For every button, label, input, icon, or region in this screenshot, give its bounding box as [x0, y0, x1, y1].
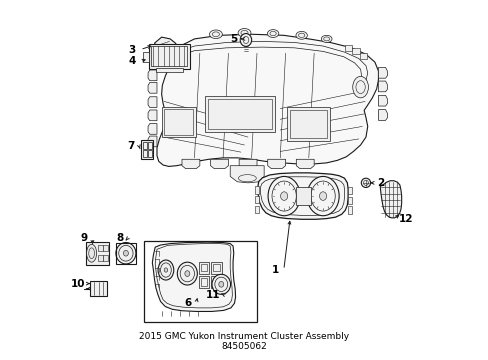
- Polygon shape: [239, 159, 257, 168]
- Text: 12: 12: [398, 213, 412, 224]
- Bar: [347, 187, 352, 194]
- Bar: [201, 264, 207, 271]
- Polygon shape: [378, 95, 386, 106]
- Text: 2015 GMC Yukon Instrument Cluster Assembly
84505062: 2015 GMC Yukon Instrument Cluster Assemb…: [139, 332, 349, 351]
- Text: 5: 5: [230, 34, 237, 44]
- Ellipse shape: [306, 176, 339, 216]
- Polygon shape: [148, 82, 157, 93]
- Bar: [287, 107, 329, 141]
- Bar: [162, 107, 195, 137]
- Text: 7: 7: [127, 141, 135, 151]
- Polygon shape: [267, 159, 285, 168]
- Ellipse shape: [240, 33, 251, 46]
- Bar: [98, 255, 103, 261]
- Bar: [344, 45, 351, 51]
- Ellipse shape: [86, 244, 97, 262]
- Bar: [116, 243, 135, 264]
- Bar: [102, 255, 108, 261]
- Polygon shape: [210, 159, 228, 168]
- Text: 6: 6: [184, 298, 192, 308]
- Bar: [142, 150, 147, 157]
- Ellipse shape: [319, 192, 326, 201]
- Bar: [148, 44, 189, 68]
- Ellipse shape: [321, 35, 331, 42]
- Polygon shape: [378, 67, 386, 78]
- Polygon shape: [378, 81, 386, 92]
- Bar: [211, 262, 222, 274]
- Bar: [211, 276, 222, 288]
- Ellipse shape: [212, 274, 230, 294]
- Bar: [290, 110, 326, 138]
- Bar: [151, 46, 187, 66]
- Polygon shape: [378, 110, 386, 120]
- Polygon shape: [148, 110, 157, 121]
- Ellipse shape: [177, 262, 197, 285]
- Polygon shape: [148, 97, 157, 108]
- Polygon shape: [230, 166, 264, 183]
- Bar: [347, 206, 352, 213]
- Bar: [156, 68, 183, 72]
- Bar: [359, 53, 366, 59]
- Bar: [142, 142, 147, 149]
- Bar: [254, 206, 258, 213]
- Ellipse shape: [352, 76, 367, 98]
- Bar: [213, 264, 220, 271]
- Bar: [198, 262, 209, 274]
- Bar: [205, 96, 274, 132]
- Polygon shape: [148, 123, 157, 134]
- Bar: [102, 246, 108, 251]
- Ellipse shape: [267, 176, 300, 216]
- Polygon shape: [148, 70, 157, 81]
- Polygon shape: [258, 173, 347, 219]
- Ellipse shape: [164, 268, 167, 272]
- Bar: [213, 278, 220, 286]
- Bar: [296, 187, 311, 205]
- Ellipse shape: [267, 30, 278, 37]
- Polygon shape: [380, 181, 401, 218]
- Text: 9: 9: [81, 233, 88, 243]
- Bar: [142, 52, 148, 62]
- Ellipse shape: [116, 243, 136, 264]
- Ellipse shape: [209, 30, 222, 39]
- Bar: [164, 109, 192, 135]
- Bar: [254, 186, 258, 194]
- Bar: [198, 276, 209, 288]
- Ellipse shape: [218, 282, 224, 287]
- Text: 3: 3: [128, 45, 136, 55]
- Ellipse shape: [158, 260, 173, 280]
- Text: 8: 8: [116, 233, 123, 243]
- Ellipse shape: [238, 28, 250, 37]
- Polygon shape: [154, 37, 176, 52]
- Polygon shape: [152, 242, 235, 311]
- Text: 2: 2: [376, 178, 383, 188]
- Bar: [207, 99, 271, 129]
- Ellipse shape: [295, 31, 307, 39]
- Bar: [90, 281, 107, 296]
- Bar: [201, 278, 207, 286]
- Bar: [352, 48, 359, 54]
- Bar: [85, 242, 108, 265]
- Polygon shape: [182, 159, 200, 168]
- Ellipse shape: [361, 178, 370, 188]
- Bar: [98, 246, 103, 251]
- Polygon shape: [157, 34, 378, 166]
- Ellipse shape: [184, 271, 189, 276]
- Bar: [148, 142, 151, 149]
- Text: 10: 10: [71, 279, 85, 289]
- Polygon shape: [296, 159, 313, 168]
- Bar: [148, 150, 151, 157]
- Bar: [143, 241, 257, 322]
- Bar: [141, 140, 153, 159]
- Bar: [254, 196, 258, 203]
- Polygon shape: [148, 136, 157, 147]
- Text: 4: 4: [128, 57, 136, 66]
- Bar: [347, 197, 352, 204]
- Ellipse shape: [123, 250, 128, 256]
- Ellipse shape: [280, 192, 287, 201]
- Text: 1: 1: [272, 265, 279, 275]
- Text: 11: 11: [205, 290, 220, 300]
